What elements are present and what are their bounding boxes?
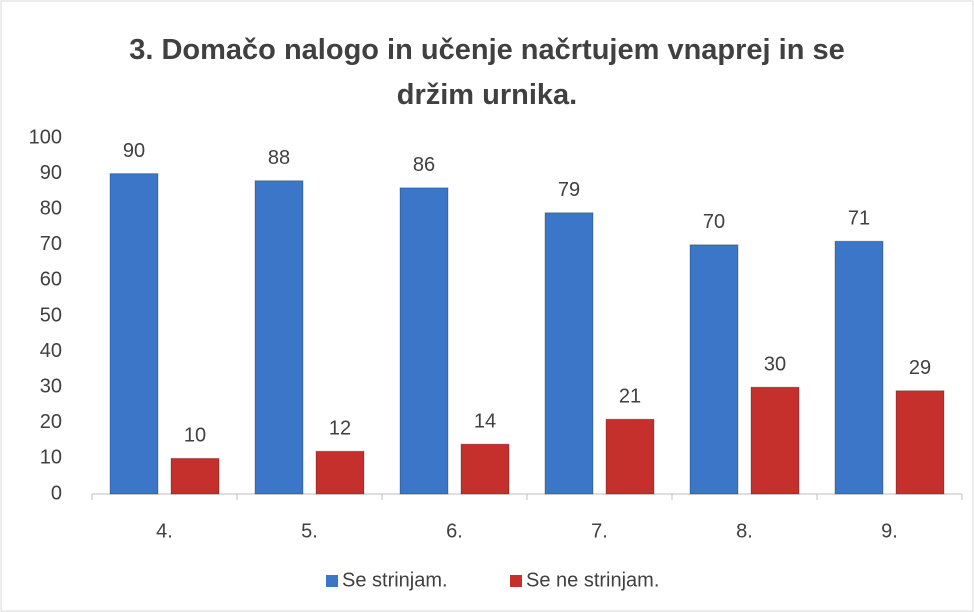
legend-swatch (326, 575, 338, 587)
x-tick-label: 4. (156, 520, 173, 542)
bar (170, 457, 220, 495)
value-label: 29 (909, 357, 931, 379)
bar (109, 173, 159, 495)
x-tick-label: 8. (736, 520, 753, 542)
y-tick-label: 30 (40, 375, 62, 397)
y-tick-label: 10 (40, 447, 62, 469)
y-tick-label: 0 (51, 482, 62, 504)
bar (895, 390, 945, 495)
y-tick-label: 80 (40, 197, 62, 219)
bar (315, 450, 365, 495)
value-label: 86 (413, 154, 435, 176)
bar (605, 418, 655, 495)
value-label: 71 (848, 208, 870, 230)
legend-label: Se strinjam. (342, 569, 448, 591)
value-label: 79 (558, 179, 580, 201)
value-label: 10 (184, 425, 206, 447)
legend-swatch (510, 575, 522, 587)
bar (399, 187, 449, 495)
x-tick-label: 7. (591, 520, 608, 542)
x-tick-label: 6. (446, 520, 463, 542)
y-tick-label: 70 (40, 233, 62, 255)
value-label: 12 (329, 418, 351, 440)
bar (689, 244, 739, 495)
value-label: 70 (703, 211, 725, 233)
bar (460, 443, 510, 495)
y-tick-label: 60 (40, 269, 62, 291)
x-tick-label: 9. (881, 520, 898, 542)
value-label: 14 (474, 410, 496, 432)
legend-label: Se ne strinjam. (526, 569, 659, 591)
bar (544, 212, 594, 495)
value-label: 90 (123, 140, 145, 162)
y-tick-label: 50 (40, 304, 62, 326)
x-tick-label: 5. (301, 520, 318, 542)
bar (750, 386, 800, 495)
y-tick-label: 90 (40, 162, 62, 184)
value-label: 21 (619, 386, 641, 408)
value-label: 88 (268, 147, 290, 169)
y-tick-label: 100 (29, 126, 62, 148)
value-label: 30 (764, 353, 786, 375)
bar (834, 240, 884, 495)
y-tick-label: 40 (40, 340, 62, 362)
y-tick-label: 20 (40, 411, 62, 433)
chart-title: 3. Domačo nalogo in učenje načrtujem vna… (129, 34, 845, 111)
bar (254, 180, 304, 495)
